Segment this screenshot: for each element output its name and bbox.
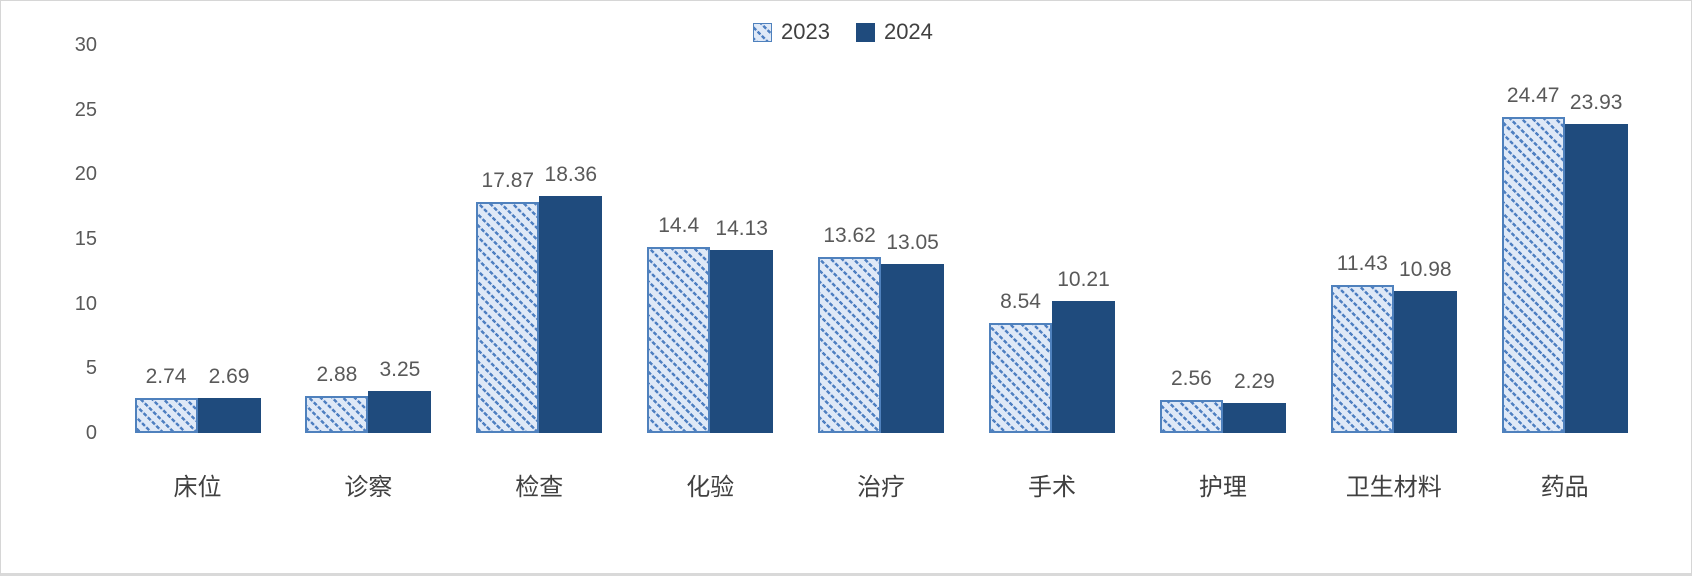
bar-2024-治疗[interactable] [881, 264, 945, 433]
value-label-2024-护理: 2.29 [1233, 370, 1275, 394]
value-label-2023-检查: 17.87 [481, 168, 535, 192]
value-label-2023-卫生材料: 11.43 [1336, 252, 1388, 276]
category-label-检查: 检查 [515, 475, 564, 501]
value-label-2023-化验: 14.4 [658, 213, 700, 237]
bar-2023-手术[interactable] [989, 322, 1052, 433]
legend-label-2023: 2023 [781, 19, 830, 44]
value-label-2023-床位: 2.74 [145, 364, 187, 388]
value-label-2024-药品: 23.93 [1569, 90, 1623, 114]
value-label-2023-药品: 24.47 [1506, 83, 1560, 107]
bar-2024-卫生材料[interactable] [1393, 290, 1457, 433]
legend-item-2024[interactable]: 2024 [855, 19, 933, 44]
value-label-2023-手术: 8.54 [1000, 289, 1041, 313]
y-axis-tick-0: 0 [85, 422, 97, 444]
category-label-卫生材料: 卫生材料 [1345, 475, 1442, 501]
bar-2023-治疗[interactable] [818, 256, 882, 433]
value-label-2023-治疗: 13.62 [823, 223, 876, 247]
value-label-2024-检查: 18.36 [544, 162, 598, 186]
bar-2024-床位[interactable] [197, 398, 261, 433]
value-label-2024-化验: 14.13 [715, 217, 768, 241]
bar-2023-护理[interactable] [1159, 399, 1223, 433]
category-label-诊察: 诊察 [344, 475, 393, 501]
category-label-手术: 手术 [1028, 475, 1076, 501]
legend-swatch-solid-icon [855, 22, 875, 42]
y-axis-tick-30: 30 [74, 34, 97, 56]
bar-2023-卫生材料[interactable] [1330, 285, 1394, 433]
value-label-2024-诊察: 3.25 [379, 357, 421, 381]
bar-2024-药品[interactable] [1564, 123, 1628, 433]
legend-swatch-hatched-icon [753, 22, 772, 42]
bar-2024-检查[interactable] [539, 195, 603, 433]
bar-2023-药品[interactable] [1501, 116, 1565, 433]
value-label-2023-诊察: 2.88 [316, 362, 358, 386]
bar-2024-护理[interactable] [1222, 403, 1286, 433]
y-axis-tick-25: 25 [74, 98, 97, 121]
value-label-2024-卫生材料: 10.98 [1399, 257, 1452, 281]
category-label-护理: 护理 [1198, 475, 1247, 501]
bar-2023-检查[interactable] [476, 201, 540, 433]
y-axis-tick-5: 5 [85, 357, 97, 380]
value-label-2024-床位: 2.69 [208, 365, 250, 389]
bar-2023-诊察[interactable] [305, 395, 369, 433]
legend-item-2023[interactable]: 2023 [753, 21, 830, 43]
category-label-床位: 床位 [173, 475, 222, 501]
bar-2023-床位[interactable] [134, 397, 198, 433]
value-label-2024-治疗: 13.05 [886, 231, 939, 255]
value-label-2024-手术: 10.21 [1057, 267, 1110, 291]
category-label-治疗: 治疗 [857, 475, 906, 501]
legend: 2023 2024 [753, 21, 933, 43]
bar-2024-诊察[interactable] [368, 390, 432, 433]
bar-2023-化验[interactable] [647, 246, 711, 433]
y-axis-tick-15: 15 [74, 228, 97, 250]
bar-2024-手术[interactable] [1052, 300, 1115, 433]
legend-label-2024: 2024 [883, 19, 933, 44]
value-label-2023-护理: 2.56 [1170, 366, 1212, 390]
category-label-化验: 化验 [686, 475, 735, 501]
y-axis-tick-10: 10 [74, 292, 97, 315]
y-axis-tick-20: 20 [74, 163, 97, 186]
category-label-药品: 药品 [1540, 475, 1589, 501]
bar-2024-化验[interactable] [710, 250, 774, 433]
